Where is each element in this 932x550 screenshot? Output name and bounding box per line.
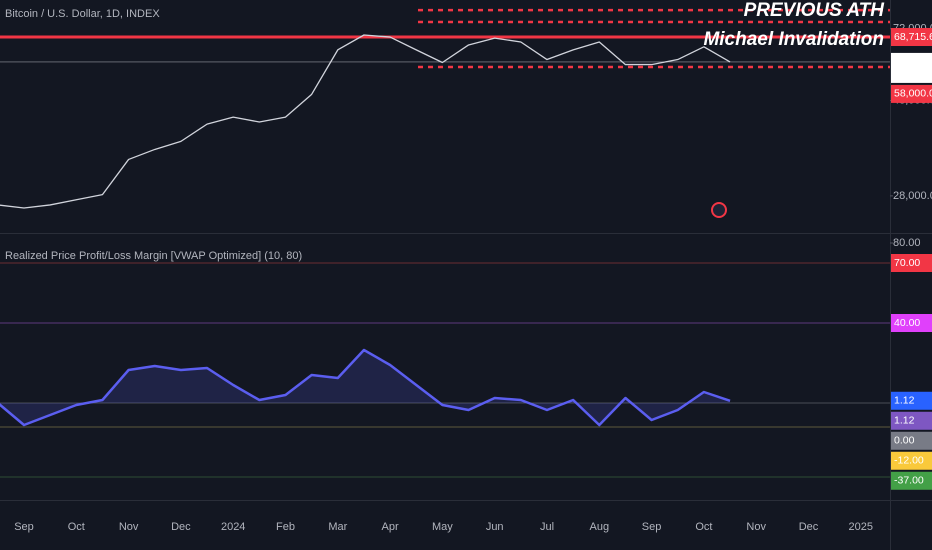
x-tick-label: Nov [119,521,139,533]
price-tag-label: 1.12 [894,415,915,427]
y-tick-label: 80.00 [893,237,921,249]
x-tick-label: Sep [642,521,662,533]
price-tag-label: 1.12 [894,395,915,407]
x-tick-label: Jul [540,521,554,533]
x-tick-label: Nov [746,521,766,533]
price-tag-label: 68,715.60 [894,31,932,43]
price-tag [891,84,932,103]
price-tag [891,411,932,430]
x-tick-label: Apr [382,521,399,533]
price-tag-label: -37.00 [894,475,924,487]
price-tag-label: -12.00 [894,455,924,467]
price-tag [891,471,932,490]
price-tag [891,391,932,410]
x-tick-label: 2024 [221,521,245,533]
x-tick-label: 2025 [849,521,873,533]
series-line [0,34,731,209]
price-tag [891,431,932,450]
countdown: 03:00:46 [894,69,932,81]
annotation: PREVIOUS ATH [744,0,886,21]
x-tick-label: Jun [486,521,504,533]
price-tag [891,28,932,47]
annotation: Michael Invalidation [703,29,884,50]
price-tag-label: 59,692.05 [894,56,932,68]
x-tick-label: Oct [68,521,85,533]
x-tick-label: Aug [590,521,610,533]
series-line [0,348,731,427]
price-tag-label: 40.00 [894,317,920,329]
event-icon[interactable] [711,202,727,218]
x-tick-label: Dec [171,521,191,533]
x-tick-label: Mar [328,521,347,533]
price-tag [891,314,932,332]
y-tick-label: 28,000.00 [893,190,932,202]
price-tag [891,254,932,272]
price-tag [891,451,932,470]
x-tick-label: May [432,521,453,533]
chart-title: Bitcoin / U.S. Dollar, 1D, INDEX [5,8,160,20]
area [0,350,731,425]
price-tag-label: 0.00 [894,435,915,447]
x-tick-label: Oct [695,521,712,533]
price-tag-label: 58,000.00 [894,88,932,100]
indicator-title: Realized Price Profit/Loss Margin [VWAP … [5,250,302,262]
x-tick-label: Sep [14,521,34,533]
price-tag-label: 70.00 [894,257,920,269]
x-tick-label: Dec [799,521,819,533]
price-tag [891,52,932,83]
x-tick-label: Feb [276,521,295,533]
